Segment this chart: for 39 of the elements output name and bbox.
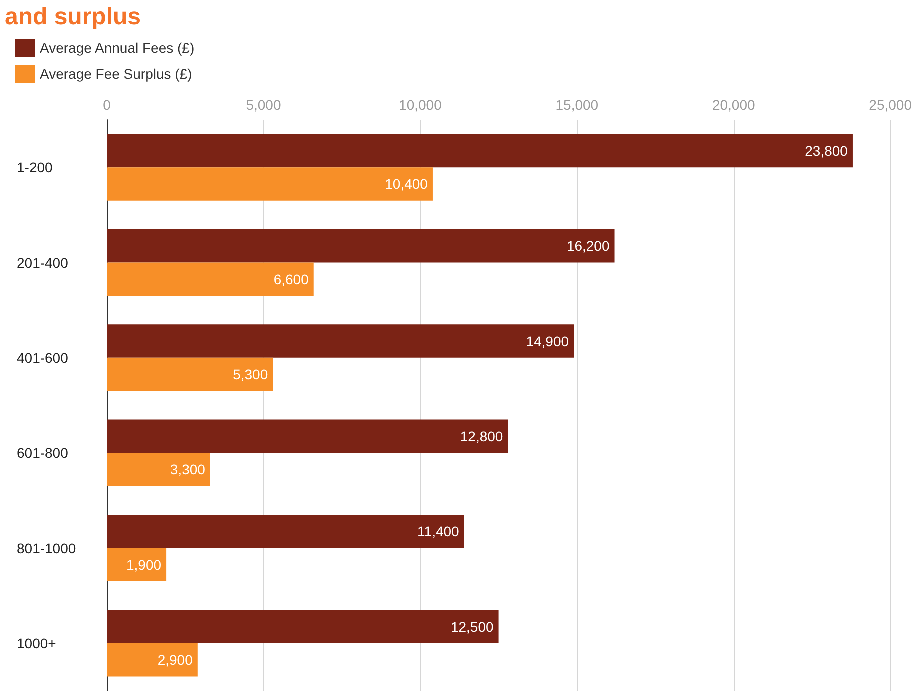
bar [107,643,198,677]
data-label: 14,900 [526,333,570,350]
data-label: 5,300 [233,366,268,383]
x-tick-label: 15,000 [556,97,599,113]
x-tick-label: 25,000 [869,97,912,113]
x-tick-label: 0 [103,97,112,113]
legend-label: Average Annual Fees (£) [40,40,195,56]
x-tick-label: 20,000 [712,97,756,113]
y-tick-label: 601-800 [17,445,69,462]
data-label: 2,900 [158,652,194,668]
x-tick-label: 5,000 [246,97,282,113]
bar [107,229,615,263]
y-tick-label: 401-600 [17,350,69,366]
data-label: 6,600 [274,271,310,288]
y-tick-label: 801-1000 [17,540,76,556]
bar [107,514,464,548]
bar [107,358,274,392]
y-tick-label: 1000+ [17,635,56,652]
data-label: 11,400 [418,524,460,540]
bar [107,420,508,454]
data-label: 1,900 [126,556,162,573]
bar [107,453,210,486]
data-label: 10,400 [385,176,428,192]
chart-title: and surplus [5,4,142,30]
bar [107,610,499,644]
bar [107,168,433,201]
data-label: 3,300 [170,462,206,478]
bar [107,134,853,168]
bar [107,324,574,358]
bar [107,548,167,582]
y-tick-label: 1-200 [17,160,54,176]
data-label: 12,800 [460,428,504,444]
data-label: 12,500 [450,618,494,635]
data-label: 16,200 [566,238,610,254]
x-tick-label: 10,000 [399,97,442,113]
bar [107,262,314,296]
data-label: 23,800 [805,142,848,159]
legend-label: Average Fee Surplus (£) [40,66,192,82]
y-tick-label: 201-400 [17,254,69,271]
